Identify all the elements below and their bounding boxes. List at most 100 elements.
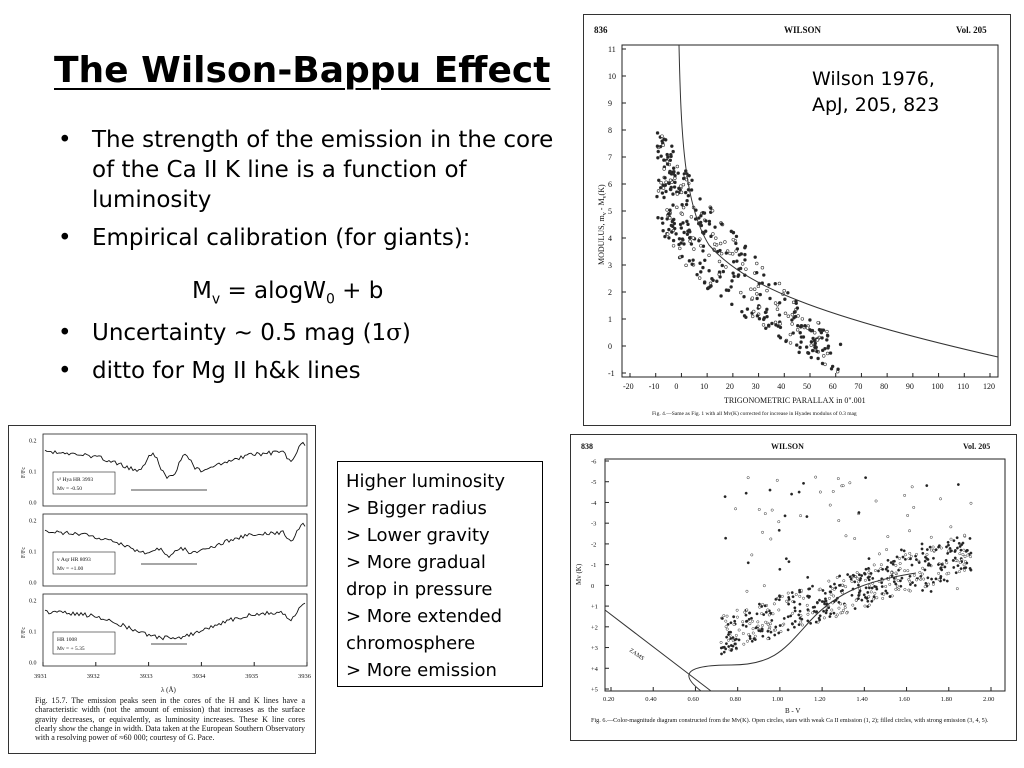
star-point — [945, 579, 949, 583]
star-point — [793, 609, 797, 613]
star-point — [875, 587, 879, 591]
star-point — [729, 229, 734, 234]
star-point — [765, 307, 769, 312]
star-point — [734, 507, 738, 511]
star-point — [730, 302, 734, 307]
star-point — [869, 572, 873, 575]
star-point — [921, 588, 925, 592]
star-point — [903, 588, 907, 591]
star-point — [763, 512, 767, 516]
star-point — [947, 549, 951, 553]
star-point — [729, 630, 733, 634]
star-point — [790, 318, 794, 322]
star-point — [764, 610, 768, 614]
star-point — [838, 574, 842, 578]
star-point — [884, 585, 888, 588]
formula-mid: = alogW — [220, 278, 326, 304]
star-point — [787, 602, 791, 606]
star-point — [671, 166, 676, 170]
star-point — [809, 355, 813, 360]
star-point — [687, 259, 692, 263]
star-point — [765, 288, 769, 293]
star-point — [832, 611, 836, 615]
star-point — [850, 579, 854, 583]
star-point — [766, 622, 770, 626]
y-axis-label: Mv (K) — [575, 563, 583, 585]
star-point — [677, 186, 681, 191]
star-point — [734, 241, 738, 246]
star-point — [662, 158, 666, 162]
star-point — [752, 309, 756, 314]
star-point — [708, 285, 712, 289]
star-point — [866, 599, 870, 603]
x-tick-label: 2.00 — [983, 696, 994, 703]
star-point — [809, 621, 813, 625]
star-point — [800, 623, 804, 627]
star-point — [795, 306, 800, 310]
star-point — [720, 652, 723, 656]
y-tick-label: -4 — [591, 500, 597, 507]
star-point — [839, 602, 843, 606]
star-point — [729, 637, 733, 640]
x-tick-label: -20 — [623, 382, 634, 391]
star-point — [741, 623, 745, 627]
explanation-line: > Bigger radius — [346, 498, 487, 519]
page-header: WILSON — [771, 442, 804, 451]
star-point — [711, 232, 715, 236]
star-point — [743, 244, 748, 249]
star-point — [881, 567, 885, 571]
star-point — [821, 328, 826, 332]
star-point — [770, 618, 774, 622]
star-magnitude: Mv = -0.50 — [57, 486, 82, 492]
star-point — [685, 232, 690, 236]
star-point — [937, 578, 941, 582]
star-point — [798, 609, 802, 613]
star-point — [698, 261, 702, 265]
star-point — [841, 484, 845, 488]
data-points — [655, 131, 843, 374]
x-tick-label: 80 — [880, 382, 888, 391]
star-point — [668, 216, 672, 220]
star-point — [662, 167, 666, 171]
star-point — [966, 553, 970, 557]
y-tick-label: 9 — [608, 99, 612, 108]
star-point — [709, 234, 713, 239]
star-point — [903, 569, 907, 573]
citation: Wilson 1976, ApJ, 205, 823 — [812, 68, 940, 116]
star-point — [721, 269, 726, 274]
star-point — [671, 218, 675, 222]
star-point — [673, 180, 677, 185]
star-point — [898, 567, 902, 571]
star-point — [867, 603, 871, 607]
y-tick-label: 4 — [608, 234, 612, 243]
star-point — [888, 582, 892, 586]
star-point — [795, 328, 800, 332]
star-point — [762, 584, 766, 588]
star-point — [796, 314, 800, 318]
star-point — [882, 592, 886, 596]
star-point — [773, 282, 777, 286]
x-tick-label: 120 — [983, 382, 995, 391]
star-point — [947, 543, 950, 547]
star-point — [736, 274, 740, 279]
star-point — [943, 565, 947, 569]
star-point — [717, 259, 722, 264]
star-point — [703, 229, 708, 233]
star-point — [913, 584, 917, 587]
star-point — [666, 212, 671, 216]
star-point — [673, 173, 677, 178]
star-point — [771, 612, 775, 616]
volume-label: Vol. 205 — [963, 442, 990, 451]
star-point — [926, 576, 930, 580]
star-point — [818, 618, 822, 622]
star-point — [818, 490, 822, 494]
star-point — [837, 519, 841, 523]
star-point — [777, 608, 781, 612]
star-point — [777, 631, 781, 635]
star-point — [678, 246, 682, 251]
star-point — [677, 242, 681, 247]
star-point — [969, 555, 972, 559]
star-point — [790, 622, 794, 626]
star-point — [682, 242, 686, 246]
star-point — [791, 611, 795, 615]
